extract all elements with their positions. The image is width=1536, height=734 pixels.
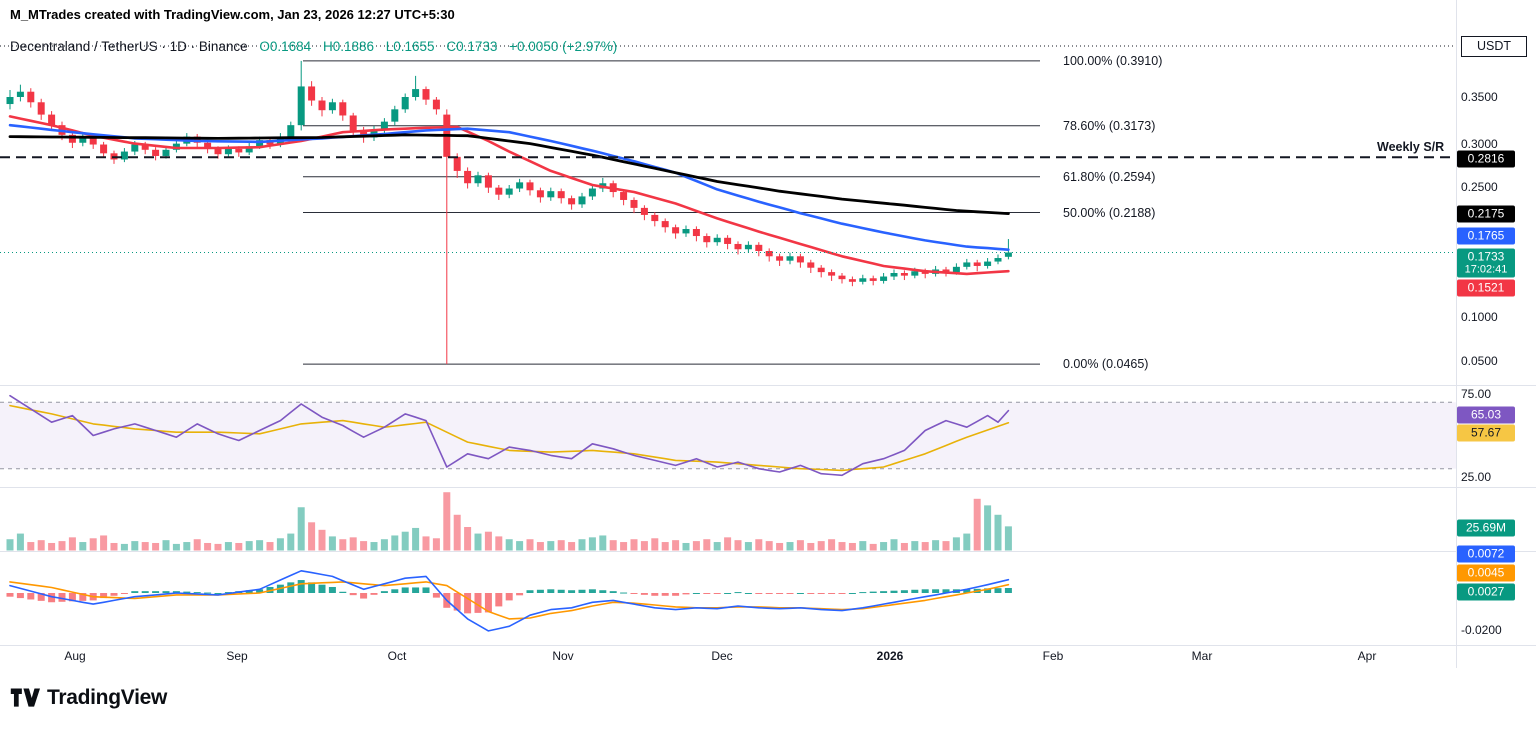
ohlc-high: H0.1886 bbox=[322, 39, 374, 54]
ohlc-values: O0.1684 H0.1886 L0.1655 C0.1733 +0.0050 … bbox=[251, 39, 617, 54]
symbol-header: Decentraland / TetherUS · 1D · Binance O… bbox=[10, 39, 617, 54]
time-label-aug: Aug bbox=[64, 649, 86, 663]
ohlc-close: C0.1733 bbox=[446, 39, 498, 54]
time-label-oct: Oct bbox=[387, 649, 407, 663]
time-label-nov: Nov bbox=[552, 649, 574, 663]
time-label-dec: Dec bbox=[711, 649, 733, 663]
time-label-mar: Mar bbox=[1191, 649, 1213, 663]
fib-label-78-6: 78.60% (0.3173) bbox=[1063, 119, 1156, 133]
ma-slow-price-badge: 0.2175 bbox=[1457, 205, 1515, 223]
separator-volume-macd[interactable] bbox=[0, 551, 1536, 552]
price-tick[interactable]: 0.3500 bbox=[1461, 90, 1498, 104]
price-tick[interactable]: 0.3000 bbox=[1461, 137, 1498, 151]
separator-macd-timeaxis bbox=[0, 645, 1536, 646]
separator-price-rsi[interactable] bbox=[0, 385, 1536, 386]
rsi-value-badge: 65.03 bbox=[1457, 406, 1515, 424]
fib-label-50: 50.00% (0.2188) bbox=[1063, 206, 1156, 220]
time-label-feb: Feb bbox=[1042, 649, 1064, 663]
macd-hist-value-badge: 0.0027 bbox=[1457, 583, 1515, 601]
macd-value-badge: 0.0072 bbox=[1457, 545, 1515, 563]
time-label-2026: 2026 bbox=[876, 649, 904, 663]
price-tick[interactable]: 0.2500 bbox=[1461, 180, 1498, 194]
price-tick[interactable]: 0.0500 bbox=[1461, 354, 1498, 368]
bar-countdown: 17:02:41 bbox=[1464, 263, 1508, 276]
ma-fast-price-badge: 0.1521 bbox=[1457, 279, 1515, 297]
rsi-tick[interactable]: 25.00 bbox=[1461, 470, 1492, 484]
last-price-badge: 0.1733 17:02:41 bbox=[1457, 248, 1515, 278]
chart-plot-area[interactable] bbox=[0, 0, 1536, 668]
ohlc-low: L0.1655 bbox=[385, 39, 435, 54]
rsi-ma-value-badge: 57.67 bbox=[1457, 424, 1515, 442]
attribution-text: M_MTrades created with TradingView.com, … bbox=[10, 7, 455, 22]
ohlc-change: +0.0050 (+2.97%) bbox=[509, 39, 618, 54]
price-tick[interactable]: 0.1000 bbox=[1461, 310, 1498, 324]
weekly-sr-price-badge: 0.2816 bbox=[1457, 150, 1515, 168]
separator-rsi-volume[interactable] bbox=[0, 487, 1536, 488]
ohlc-open: O0.1684 bbox=[259, 39, 312, 54]
tradingview-logo[interactable]: TradingView bbox=[10, 686, 167, 710]
time-label-apr: Apr bbox=[1357, 649, 1377, 663]
fib-label-61-8: 61.80% (0.2594) bbox=[1063, 170, 1156, 184]
price-axis-border bbox=[1456, 0, 1457, 668]
symbol-title[interactable]: Decentraland / TetherUS · 1D · Binance bbox=[10, 39, 248, 54]
fib-label-0: 0.00% (0.0465) bbox=[1063, 357, 1149, 371]
rsi-tick[interactable]: 75.00 bbox=[1461, 387, 1492, 401]
fib-label-100: 100.00% (0.3910) bbox=[1063, 54, 1163, 68]
volume-value-badge: 25.69M bbox=[1457, 519, 1515, 537]
weekly-sr-label: Weekly S/R bbox=[1377, 140, 1445, 154]
time-label-sep: Sep bbox=[226, 649, 248, 663]
macd-tick[interactable]: -0.0200 bbox=[1461, 623, 1502, 637]
macd-signal-value-badge: 0.0045 bbox=[1457, 564, 1515, 582]
tradingview-logo-icon bbox=[10, 687, 40, 709]
tradingview-logo-text: TradingView bbox=[47, 686, 168, 709]
last-price-value: 0.1733 bbox=[1467, 249, 1505, 264]
ma-mid-price-badge: 0.1765 bbox=[1457, 227, 1515, 245]
currency-label[interactable]: USDT bbox=[1461, 36, 1527, 57]
